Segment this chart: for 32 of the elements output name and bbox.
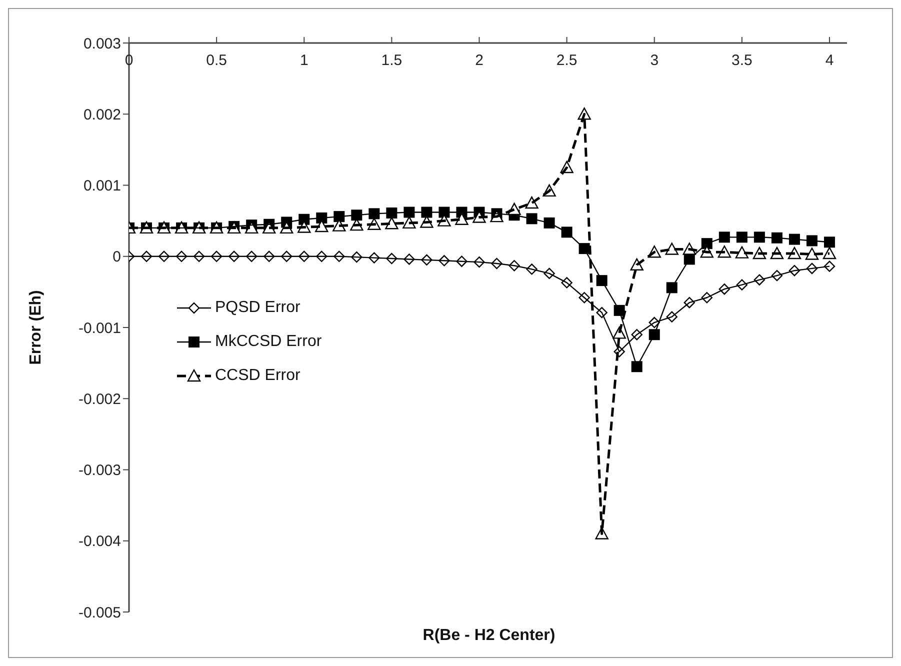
- x-tick-label: 0.5: [206, 52, 227, 69]
- y-tick-label: 0.001: [83, 178, 121, 195]
- y-tick-label: -0.002: [78, 390, 121, 408]
- y-tick-label: 0: [112, 248, 121, 266]
- x-tick-label: 3.5: [731, 52, 752, 69]
- y-tick-label: -0.003: [78, 462, 121, 480]
- y-tick-label: -0.004: [78, 533, 121, 550]
- point: [315, 220, 328, 232]
- point: [735, 246, 749, 258]
- x-axis-title: R(Be - H2 Center): [422, 627, 556, 645]
- y-tick-label: 0.003: [83, 35, 121, 52]
- x-tick-label: 1.5: [381, 52, 402, 69]
- y-tick-label: 0.002: [83, 106, 121, 124]
- point: [665, 242, 678, 255]
- x-tick-label: 3: [650, 52, 659, 69]
- point: [455, 212, 468, 225]
- legend-label: MkCCSD Error: [215, 333, 322, 351]
- y-axis-title: Error (Eh): [28, 290, 45, 365]
- x-tick-label: 4: [825, 52, 834, 69]
- x-tick-label: 2: [475, 52, 484, 69]
- point: [806, 235, 818, 246]
- y-tick-label: -0.005: [78, 604, 121, 622]
- point: [805, 248, 819, 260]
- x-tick-label: 1: [300, 52, 308, 69]
- y-tick-label: -0.001: [78, 320, 121, 337]
- point: [788, 234, 800, 245]
- legend-label: PQSD Error: [215, 299, 300, 317]
- x-tick-label: 2.5: [556, 52, 578, 69]
- point: [385, 217, 398, 230]
- legend-label: CCSD Error: [215, 367, 300, 385]
- point: [824, 236, 835, 248]
- point: [822, 246, 836, 260]
